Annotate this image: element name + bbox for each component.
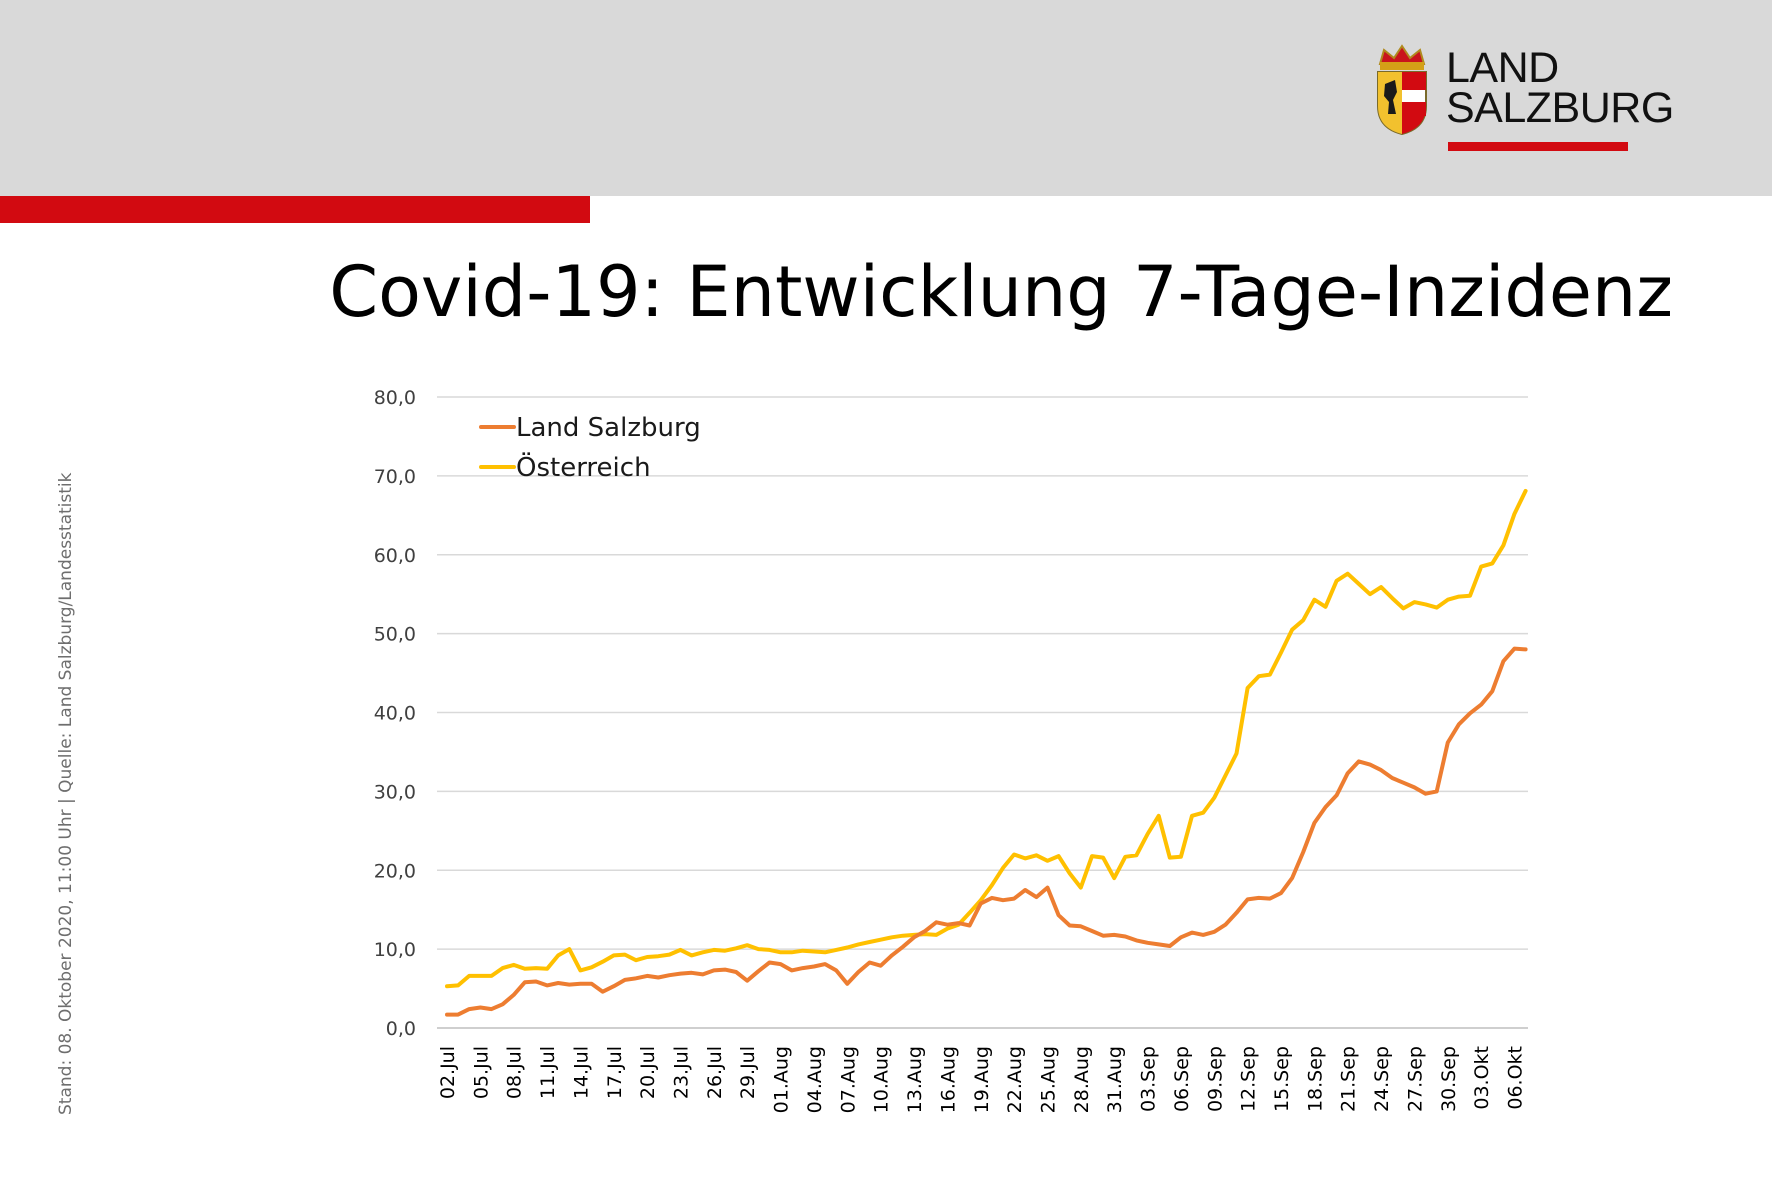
x-tick-label: 31.Aug: [1104, 1046, 1126, 1113]
y-tick-label: 20,0: [374, 860, 416, 882]
x-tick-label: 03.Sep: [1138, 1046, 1160, 1112]
x-tick-label: 10.Aug: [871, 1046, 893, 1113]
legend-label: Österreich: [516, 451, 651, 483]
land-salzburg-logo: LAND SALZBURG: [1374, 44, 1684, 156]
x-tick-label: 01.Aug: [771, 1046, 793, 1113]
x-tick-label: 02.Jul: [437, 1046, 459, 1099]
logo-line-2: SALZBURG: [1446, 84, 1674, 132]
coat-of-arms-icon: [1377, 44, 1427, 136]
x-tick-label: 29.Jul: [737, 1046, 759, 1099]
x-tick-label: 23.Jul: [671, 1046, 693, 1099]
x-tick-label: 06.Sep: [1171, 1046, 1193, 1112]
x-tick-label: 25.Aug: [1037, 1046, 1059, 1113]
x-tick-label: 14.Jul: [570, 1046, 592, 1099]
x-tick-label: 15.Sep: [1271, 1046, 1293, 1112]
x-tick-label: 08.Jul: [504, 1046, 526, 1099]
header-band: [0, 0, 1772, 196]
series-line-land-salzburg: [445, 646, 1528, 1017]
x-tick-label: 20.Jul: [637, 1046, 659, 1099]
x-tick-label: 18.Sep: [1304, 1046, 1326, 1112]
x-tick-label: 03.Okt: [1471, 1046, 1493, 1110]
page-title: Covid-19: Entwicklung 7-Tage-Inzidenz: [329, 251, 1673, 333]
x-tick-label: 19.Aug: [971, 1046, 993, 1113]
y-tick-label: 40,0: [374, 703, 416, 725]
x-tick-label: 24.Sep: [1371, 1046, 1393, 1112]
gridlines: [437, 396, 1528, 1029]
y-tick-label: 30,0: [374, 781, 416, 803]
x-tick-label: 04.Aug: [804, 1046, 826, 1113]
y-tick-label: 60,0: [374, 545, 416, 567]
logo-line-1: LAND: [1446, 44, 1559, 92]
x-tick-label: 28.Aug: [1071, 1046, 1093, 1113]
x-tick-label: 17.Jul: [604, 1046, 626, 1099]
logo-underline: [1448, 142, 1628, 151]
logo-wordmark: LAND SALZBURG: [1446, 44, 1674, 132]
legend-label: Land Salzburg: [516, 413, 701, 443]
series-lines: [445, 488, 1528, 1017]
accent-bar: [0, 196, 590, 223]
x-tick-label: 30.Sep: [1438, 1046, 1460, 1112]
x-tick-label: 27.Sep: [1404, 1046, 1426, 1112]
x-tick-label: 12.Sep: [1238, 1046, 1260, 1112]
y-axis-ticks: 0,0 10,0 20,0 30,0 40,0 50,0 60,0 70,0 80,0: [374, 387, 416, 1040]
legend: Land Salzburg Österreich: [479, 413, 701, 483]
y-tick-label: 10,0: [374, 939, 416, 961]
x-tick-label: 16.Aug: [937, 1046, 959, 1113]
x-tick-label: 05.Jul: [470, 1046, 492, 1099]
y-tick-label: 50,0: [374, 624, 416, 646]
series-line--sterreich: [445, 488, 1528, 989]
x-tick-label: 13.Aug: [904, 1046, 926, 1113]
y-tick-label: 0,0: [386, 1018, 416, 1040]
x-tick-label: 21.Sep: [1338, 1046, 1360, 1112]
y-tick-label: 80,0: [374, 387, 416, 409]
x-tick-label: 22.Aug: [1004, 1046, 1026, 1113]
x-tick-label: 06.Okt: [1505, 1046, 1527, 1110]
x-tick-label: 11.Jul: [537, 1046, 559, 1099]
x-tick-label: 26.Jul: [704, 1046, 726, 1099]
x-tick-label: 09.Sep: [1204, 1046, 1226, 1112]
x-axis-ticks: 02.Jul 05.Jul 08.Jul 11.Jul 14.Jul 17.Jul 20.J…: [437, 1046, 1527, 1113]
x-tick-label: 07.Aug: [837, 1046, 859, 1113]
y-tick-label: 70,0: [374, 466, 416, 488]
